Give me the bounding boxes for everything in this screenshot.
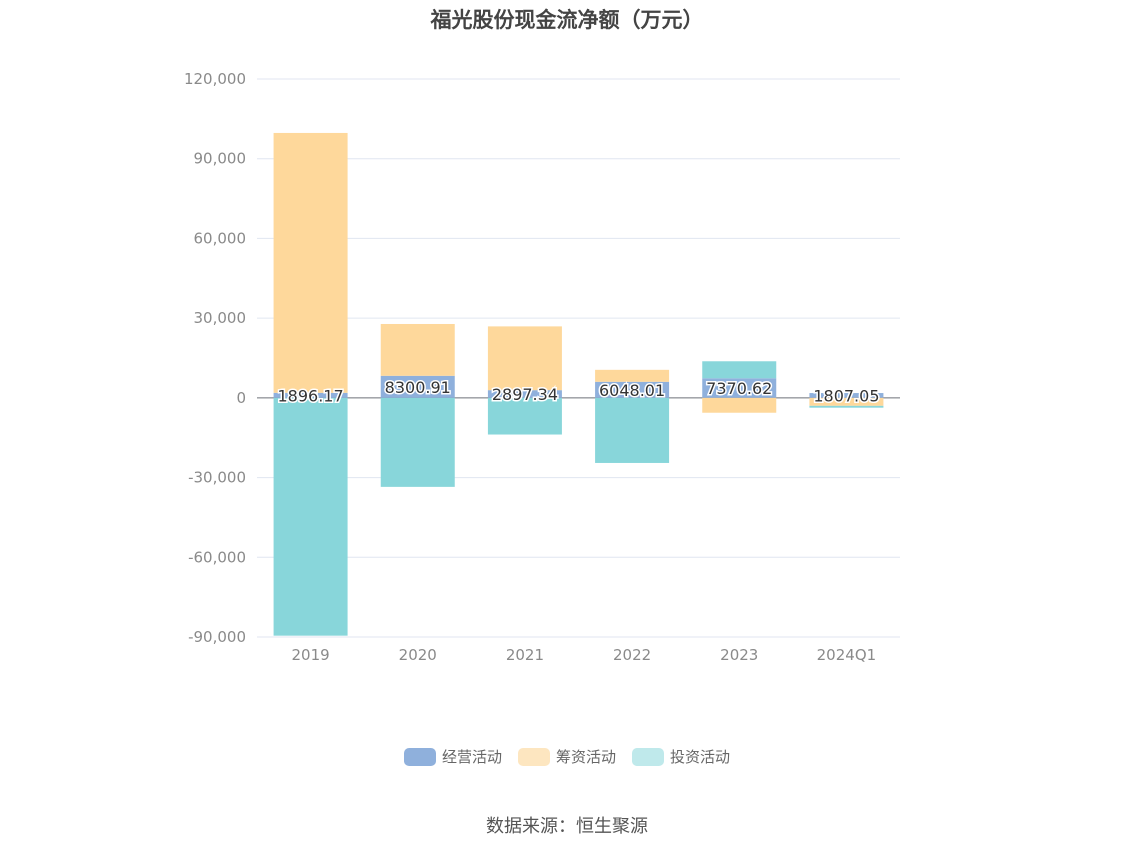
- bar-operating-2022[interactable]: [595, 381, 670, 398]
- data-labels: 1896.17 8300.91 2897.34 6048.01 7370.62 1807.…: [276, 376, 881, 407]
- x-tick-label: 2020: [399, 646, 437, 664]
- bar-investing-2021[interactable]: [487, 397, 562, 435]
- bar-investing-2020[interactable]: [380, 397, 455, 487]
- x-tick-label: 2022: [613, 646, 651, 664]
- bar-operating-2019[interactable]: [273, 392, 348, 398]
- y-tick-label: 60,000: [194, 229, 247, 247]
- grid-lines: [257, 78, 900, 638]
- y-tick-label: 0: [236, 389, 246, 407]
- bar-financing-2022[interactable]: [595, 369, 670, 382]
- bar-operating-2020[interactable]: [380, 375, 455, 398]
- chart-title: 福光股份现金流净额（万元）: [430, 8, 704, 32]
- bar-financing-2019[interactable]: [273, 132, 348, 393]
- axes: 120,000 90,000 60,000 30,000 0 -30,000 -60,000…: [184, 70, 876, 664]
- y-tick-label: 30,000: [194, 309, 247, 327]
- y-tick-label: -30,000: [188, 469, 246, 487]
- data-label: 6048.01: [599, 381, 665, 400]
- data-label: 2897.34: [492, 385, 558, 404]
- y-tick-label: 90,000: [194, 150, 247, 168]
- bar-operating-2023[interactable]: [702, 378, 777, 398]
- bars: [273, 132, 884, 636]
- legend-swatch-financing: [517, 747, 550, 766]
- bar-financing-2021[interactable]: [487, 326, 562, 391]
- x-tick-label: 2023: [720, 646, 758, 664]
- legend-item-investing[interactable]: 投资活动: [632, 746, 730, 767]
- legend-label-operating: 经营活动: [441, 748, 502, 766]
- y-tick-label: -90,000: [188, 628, 246, 646]
- y-tick-label: 120,000: [184, 70, 246, 88]
- x-tick-label: 2019: [291, 646, 329, 664]
- data-label: 7370.62: [706, 379, 772, 398]
- legend-item-financing[interactable]: 筹资活动: [517, 746, 616, 767]
- data-source: 数据来源：恒生聚源: [486, 816, 648, 837]
- bar-financing-2023[interactable]: [702, 397, 777, 413]
- y-tick-label: -60,000: [188, 548, 246, 566]
- bar-financing-2020[interactable]: [380, 323, 455, 376]
- x-tick-label: 2024Q1: [817, 646, 877, 664]
- bar-investing-2024Q1[interactable]: [809, 405, 884, 408]
- data-label: 8300.91: [385, 378, 451, 397]
- legend-item-operating[interactable]: 经营活动: [403, 746, 502, 767]
- bar-financing-2024Q1[interactable]: [809, 397, 884, 406]
- legend-label-investing: 投资活动: [670, 748, 731, 766]
- bar-operating-2021[interactable]: [487, 390, 562, 398]
- bar-investing-2023[interactable]: [702, 361, 777, 379]
- legend-label-financing: 筹资活动: [555, 748, 616, 766]
- x-tick-label: 2021: [506, 646, 544, 664]
- legend: 经营活动 筹资活动 投资活动: [0, 746, 1134, 767]
- data-label: 1896.17: [277, 386, 343, 405]
- bar-investing-2022[interactable]: [595, 397, 670, 463]
- legend-swatch-operating: [403, 747, 436, 766]
- legend-swatch-investing: [632, 747, 664, 766]
- bar-operating-2024Q1[interactable]: [809, 393, 884, 398]
- bar-investing-2019[interactable]: [273, 397, 348, 636]
- data-label: 1807.05: [813, 386, 879, 405]
